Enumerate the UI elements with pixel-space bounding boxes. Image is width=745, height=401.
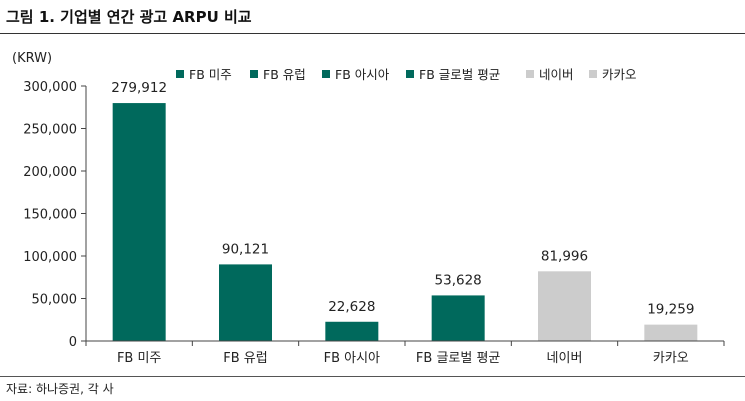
x-axis: FB 미주 FB 유럽 FB 아시아 FB 글로벌 평균 네이버 카카오 <box>85 340 725 366</box>
y-tick-label: 0 <box>69 335 77 350</box>
legend-label: 카카오 <box>602 67 637 82</box>
x-tick-label: 네이버 <box>547 351 583 366</box>
data-label: 53,628 <box>435 272 482 288</box>
bar-chart: (KRW) FB 미주 FB 유럽 FB 아시아 FB 글로벌 평균 네이버 카카오 05… <box>12 51 725 366</box>
legend-swatch <box>176 70 184 78</box>
x-tick-label: FB 미주 <box>117 351 161 366</box>
legend-swatch <box>526 70 534 78</box>
y-tick-label: 50,000 <box>32 293 78 308</box>
data-label: 19,259 <box>647 302 694 318</box>
data-label: 279,912 <box>111 80 167 96</box>
data-label: 22,628 <box>328 299 375 315</box>
bars: 279,912 90,121 22,628 53,628 81,996 19,259 <box>111 80 698 341</box>
legend-swatch <box>589 70 597 78</box>
x-tick-label: FB 글로벌 평균 <box>416 351 501 366</box>
bar <box>219 264 272 341</box>
legend-swatch <box>406 70 414 78</box>
legend: FB 미주 FB 유럽 FB 아시아 FB 글로벌 평균 네이버 카카오 <box>176 67 637 82</box>
title-rule <box>0 33 745 34</box>
bar <box>538 271 591 341</box>
y-axis: 0 50,000 100,000 150,000 200,000 250,000 300,0… <box>23 80 87 350</box>
y-tick-label: 100,000 <box>23 250 77 265</box>
x-tick-label: 카카오 <box>653 351 689 366</box>
legend-label: FB 미주 <box>189 67 232 82</box>
legend-label: FB 유럽 <box>263 67 306 82</box>
data-label: 81,996 <box>541 248 588 264</box>
bar <box>112 103 166 341</box>
footer-rule <box>0 376 745 377</box>
chart-title: 그림 1. 기업별 연간 광고 ARPU 비교 <box>6 8 252 26</box>
source-note: 자료: 하나증권, 각 사 <box>6 382 114 396</box>
legend-label: FB 아시아 <box>335 67 390 82</box>
y-tick-label: 300,000 <box>23 80 77 95</box>
bar <box>644 324 698 341</box>
y-tick-label: 200,000 <box>23 165 77 180</box>
legend-swatch <box>322 70 330 78</box>
y-axis-unit-label: (KRW) <box>12 51 52 66</box>
x-tick-label: FB 아시아 <box>324 351 380 366</box>
y-tick-label: 250,000 <box>23 123 77 138</box>
y-tick-label: 150,000 <box>23 208 77 223</box>
data-label: 90,121 <box>222 241 269 257</box>
legend-label: FB 글로벌 평균 <box>419 67 500 82</box>
legend-label: 네이버 <box>539 67 574 82</box>
legend-swatch <box>250 70 258 78</box>
bar <box>431 295 485 341</box>
bar <box>325 321 379 341</box>
x-tick-label: FB 유럽 <box>223 351 267 366</box>
